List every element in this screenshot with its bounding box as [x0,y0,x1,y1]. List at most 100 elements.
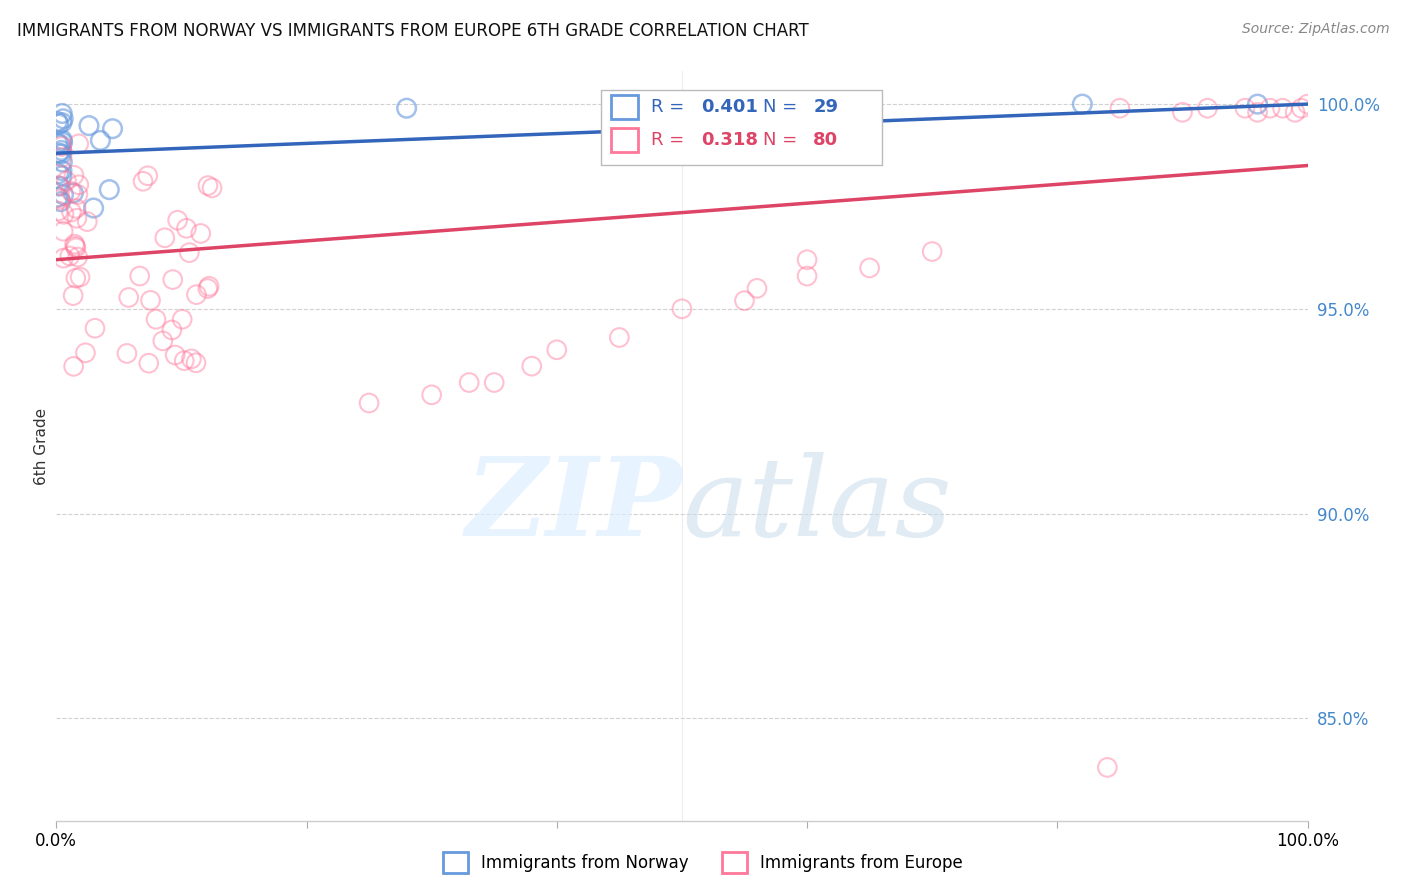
Point [67,136,90,151]
Text: IMMIGRANTS FROM NORWAY VS IMMIGRANTS FROM EUROPE 6TH GRADE CORRELATION CHART: IMMIGRANTS FROM NORWAY VS IMMIGRANTS FRO… [17,22,808,40]
Point [1097,760,1119,774]
Point [546,343,568,357]
Legend: Immigrants from Norway, Immigrants from Europe: Immigrants from Norway, Immigrants from … [436,846,970,880]
Point [84,321,107,335]
Point [359,396,381,410]
Point [1271,101,1294,115]
Point [62,288,84,302]
Point [51,139,73,153]
Point [165,348,187,362]
Point [609,330,631,344]
Point [162,272,184,286]
Text: 0.401: 0.401 [700,97,758,116]
Point [921,244,943,259]
Point [184,356,207,370]
Point [51,144,73,158]
Point [66,187,89,202]
Point [1296,97,1319,112]
Point [65,271,87,285]
Point [160,323,183,337]
Point [1258,101,1281,115]
Point [796,252,818,267]
Point [1246,105,1268,120]
Point [46,190,69,204]
Point [52,136,75,150]
Point [1109,101,1132,115]
Point [98,183,121,197]
Point [115,346,138,360]
Point [484,376,506,390]
Point [132,174,155,188]
Point [1284,105,1306,120]
Text: 80: 80 [813,130,838,149]
Point [671,301,693,316]
Point [51,169,73,183]
Point [166,213,188,227]
Point [65,239,87,253]
Text: N =: N = [763,130,803,149]
Point [65,202,87,216]
Point [51,106,73,120]
Point [52,112,75,126]
Point [172,312,194,326]
Point [48,167,70,181]
Point [520,359,543,373]
Point [55,174,77,188]
Point [152,334,174,348]
Point [63,169,86,183]
FancyBboxPatch shape [600,90,882,165]
Point [48,117,70,131]
Point [1246,97,1268,112]
Point [46,136,69,151]
Point [48,146,70,161]
Point [201,181,224,195]
Point [49,194,72,209]
Point [66,211,89,226]
Point [734,293,756,308]
Point [176,221,198,235]
Text: atlas: atlas [682,452,952,559]
Point [858,260,880,275]
Point [51,115,73,129]
Text: R =: R = [651,97,689,116]
Point [190,227,212,241]
Point [198,279,221,293]
Point [83,201,105,215]
Point [1291,101,1313,115]
Text: Source: ZipAtlas.com: Source: ZipAtlas.com [1241,22,1389,37]
Point [63,237,86,252]
Point [59,249,82,263]
Text: N =: N = [763,97,803,116]
Point [1171,105,1194,120]
Point [52,187,75,202]
Point [136,169,159,183]
Point [138,356,160,370]
Point [66,250,89,264]
Point [89,133,111,147]
Point [76,214,98,228]
Point [395,101,418,115]
Point [51,133,73,147]
Point [62,359,84,374]
Point [52,224,75,238]
Point [49,192,72,206]
Point [67,178,90,192]
Point [458,376,481,390]
Point [145,312,167,326]
Point [186,287,208,301]
Point [46,114,69,128]
Text: 0.318: 0.318 [700,130,758,149]
Point [128,268,150,283]
Point [118,290,141,304]
Point [796,269,818,284]
Point [51,163,73,178]
Text: ZIP: ZIP [465,452,682,559]
Point [51,147,73,161]
Text: 29: 29 [813,97,838,116]
Point [101,121,124,136]
Point [51,155,73,169]
Point [197,282,219,296]
Point [1197,101,1219,115]
Point [75,346,97,360]
Point [173,353,195,368]
